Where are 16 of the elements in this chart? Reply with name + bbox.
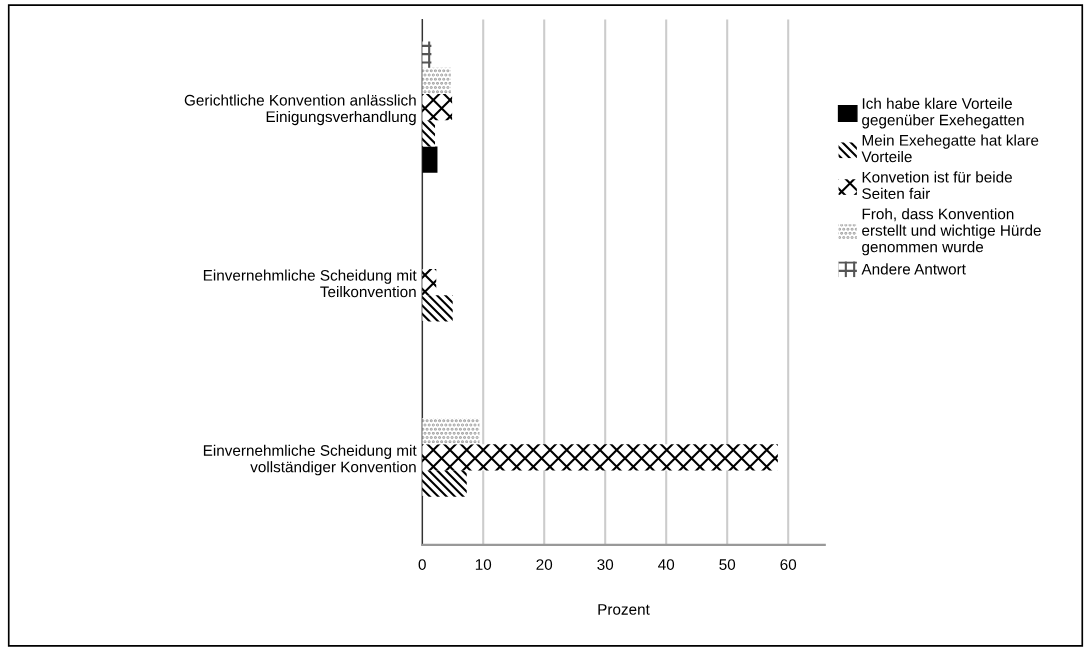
legend-label: Konvetion ist für beide Seiten fair	[862, 171, 1012, 200]
x-tick-label: 50	[719, 559, 736, 570]
x-tick-label: 30	[597, 559, 614, 570]
x-tick-label: 40	[658, 559, 675, 570]
legend-label: Andere Antwort	[861, 263, 966, 275]
legend-label: Mein Exehegatte hat klare Vorteile	[861, 134, 1039, 163]
y-tick-label: Einvernehmliche Scheidung mit vollständiger Konvention	[203, 444, 417, 476]
x-tick-label: 60	[780, 559, 797, 570]
y-tick-label: Einvernehmliche Scheidung mit Teilkonvention	[203, 269, 417, 298]
x-axis-title: Prozent	[598, 604, 650, 615]
x-tick-label: 0	[418, 559, 426, 570]
x-tick-label: 20	[536, 559, 553, 570]
y-tick-label: Gerichtliche Konvention anlässlich Einigungsverhandlung	[184, 94, 416, 126]
legend-label: Ich habe klare Vorteile gegenüber Exehegatten	[862, 97, 1024, 129]
legend-label: Froh, dass Konvention erstellt und wichtige Hürde genommen wurde	[862, 208, 1041, 256]
x-tick-label: 10	[475, 559, 492, 570]
